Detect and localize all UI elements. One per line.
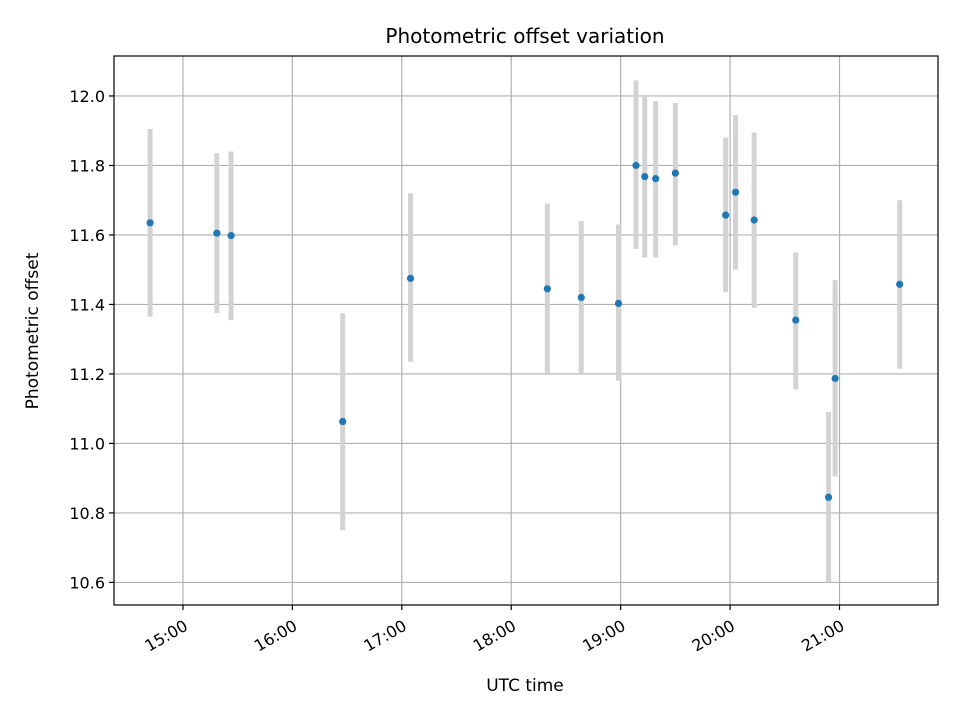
data-point bbox=[146, 219, 154, 227]
data-point bbox=[824, 493, 833, 501]
data-point bbox=[731, 188, 740, 196]
y-tick-label: 11.0 bbox=[69, 434, 105, 453]
y-tick-label: 10.8 bbox=[69, 504, 105, 523]
chart-title: Photometric offset variation bbox=[385, 24, 664, 48]
data-point bbox=[652, 175, 660, 183]
data-point bbox=[227, 232, 235, 240]
data-point bbox=[213, 229, 221, 237]
data-point bbox=[722, 211, 730, 219]
data-point bbox=[896, 280, 904, 288]
x-axis-label: UTC time bbox=[486, 676, 564, 696]
data-point bbox=[792, 316, 800, 324]
plot-area-frame bbox=[113, 55, 939, 606]
y-tick-label: 11.8 bbox=[69, 156, 105, 175]
data-point bbox=[339, 417, 347, 426]
data-point bbox=[632, 161, 640, 170]
data-point bbox=[614, 299, 623, 307]
y-tick-label: 11.4 bbox=[69, 295, 105, 314]
y-tick-label: 12.0 bbox=[69, 87, 105, 106]
data-point bbox=[543, 285, 551, 293]
y-tick-label: 11.2 bbox=[69, 365, 105, 384]
data-point bbox=[577, 293, 585, 302]
y-axis-label: Photometric offset bbox=[23, 252, 43, 409]
y-tick-label: 10.6 bbox=[69, 573, 105, 592]
data-point bbox=[831, 374, 839, 383]
data-points bbox=[146, 161, 904, 501]
y-tick-label: 11.6 bbox=[69, 226, 105, 245]
data-point bbox=[406, 274, 415, 282]
data-point bbox=[750, 216, 758, 224]
data-point bbox=[641, 172, 649, 181]
data-point bbox=[671, 169, 679, 177]
y-axis-ticks: 10.6 10.8 11.0 11.2 11.4 11.6 11.8 12.0 bbox=[69, 87, 114, 592]
